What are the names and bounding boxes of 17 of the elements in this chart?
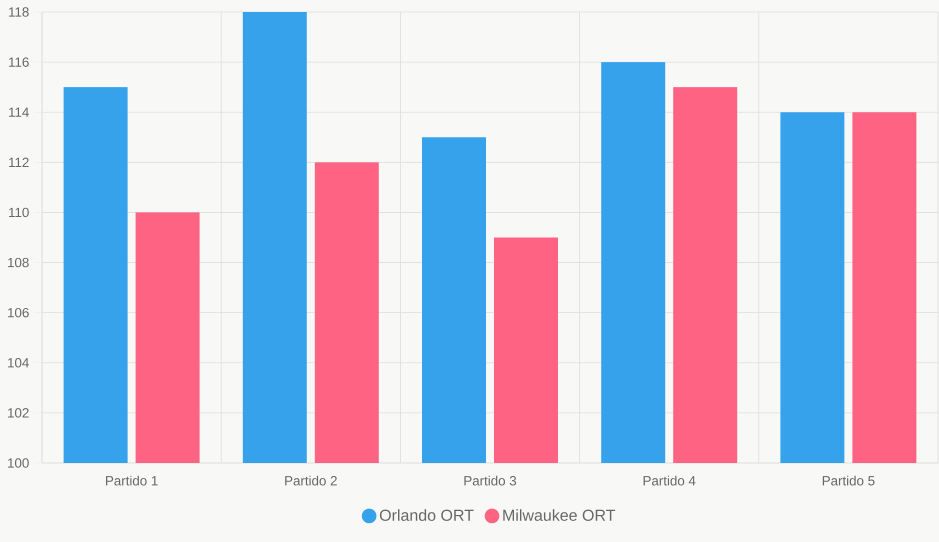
x-tick-label: Partido 4 — [644, 476, 696, 486]
y-tick-label: 116 — [9, 57, 29, 67]
y-tick-label: 104 — [8, 358, 29, 368]
y-tick-label: 102 — [8, 408, 29, 418]
y-tick-label: 114 — [9, 108, 29, 117]
x-tick-label: Partido 3 — [464, 476, 516, 486]
x-tick-label: Partido 5 — [822, 476, 875, 486]
y-tick-label: 108 — [8, 258, 29, 268]
x-tick-label: Partido 2 — [285, 476, 337, 486]
y-tick-label: 106 — [8, 308, 29, 318]
y-tick-label: 118 — [9, 7, 29, 17]
y-tick-label: 110 — [9, 208, 29, 218]
x-tick-label: Partido 1 — [106, 476, 158, 486]
legend-label: Orlando ORT — [380, 509, 474, 521]
y-tick-label: 112 — [9, 158, 29, 167]
y-tick-label: 100 — [8, 458, 29, 468]
legend-label: Milwaukee ORT — [503, 509, 616, 521]
